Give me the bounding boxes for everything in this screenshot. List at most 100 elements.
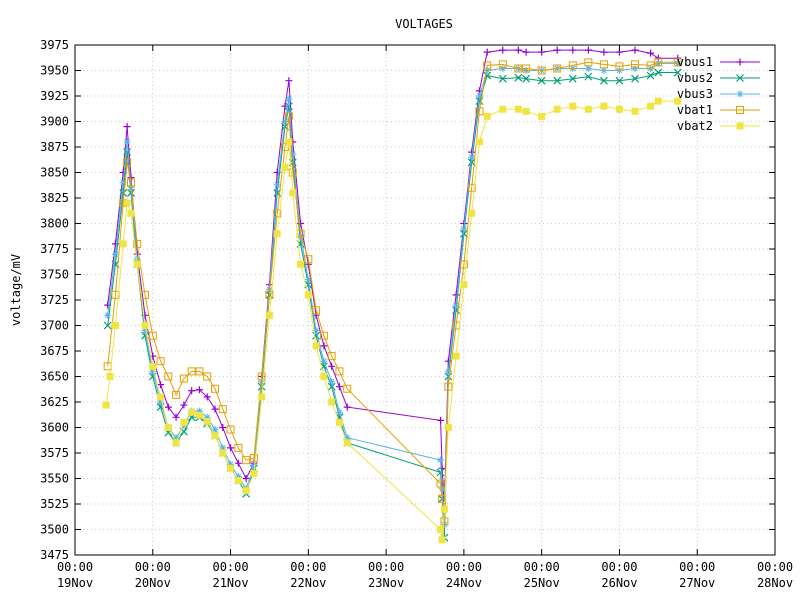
- series-layer: [102, 46, 682, 544]
- data-point-vbat2: [600, 102, 608, 110]
- data-point-vbus2: [436, 468, 445, 477]
- x-tick-time-label: 00:00: [212, 560, 248, 574]
- data-point-vbus1: [164, 403, 172, 411]
- data-point-vbat2: [234, 477, 242, 485]
- series-vbus1: [104, 46, 682, 513]
- y-tick-label: 3475: [40, 548, 69, 562]
- data-point-vbus2: [646, 71, 655, 80]
- data-point-vbus3: [273, 181, 281, 189]
- data-point-vbat1: [654, 58, 663, 67]
- data-point-vbus3: [615, 67, 623, 74]
- x-tick-date-label: 27Nov: [679, 576, 715, 590]
- data-point-vbus1: [320, 342, 328, 350]
- data-point-vbus3: [141, 327, 149, 335]
- data-point-vbat1: [265, 290, 274, 299]
- data-point-vbus2: [553, 76, 562, 85]
- data-point-vbat1: [467, 183, 476, 192]
- x-tick-date-label: 25Nov: [524, 576, 560, 590]
- data-point-vbat2: [242, 487, 250, 495]
- data-point-vbus3: [119, 179, 127, 187]
- data-point-vbat1: [599, 60, 608, 69]
- data-point-vbat2: [631, 107, 639, 115]
- data-point-vbat2: [180, 418, 188, 426]
- x-tick-time-label: 00:00: [57, 560, 93, 574]
- x-ticks: 00:00 19Nov 00:00 20Nov 00:00 21Nov 00:00 22Nov…: [57, 45, 793, 590]
- data-point-vbat2: [273, 230, 281, 238]
- data-point-vbus2: [522, 74, 531, 83]
- x-tick-date-label: 21Nov: [212, 576, 248, 590]
- data-point-vbus2: [654, 68, 663, 77]
- data-point-vbat1: [127, 178, 135, 187]
- data-point-vbat1: [284, 112, 293, 121]
- data-point-vbat2: [553, 105, 561, 113]
- y-tick-label: 3900: [40, 115, 69, 129]
- data-point-vbat1: [111, 290, 120, 299]
- data-point-vbat2: [615, 105, 623, 113]
- legend: vbus1 vbus2 vbus3 vbat1 vbat2: [677, 55, 760, 133]
- data-point-vbus2: [119, 188, 128, 197]
- data-point-vbat1: [148, 331, 157, 340]
- data-point-vbus2: [584, 72, 593, 81]
- data-point-vbat1: [179, 374, 188, 383]
- data-point-vbat1: [553, 64, 562, 73]
- y-tick-label: 3575: [40, 446, 69, 460]
- data-point-vbus3: [211, 426, 219, 434]
- data-point-vbus1: [600, 48, 608, 56]
- data-point-vbat2: [452, 352, 460, 360]
- data-point-vbus1: [203, 393, 211, 401]
- data-point-vbat2: [258, 393, 266, 401]
- series-vbat2: [102, 97, 682, 544]
- data-point-vbat2: [119, 240, 127, 248]
- data-point-vbat2: [569, 102, 577, 110]
- data-point-vbus3: [584, 64, 592, 72]
- x-tick-time-label: 00:00: [135, 560, 171, 574]
- data-point-vbat2: [460, 281, 468, 289]
- data-point-vbat1: [187, 367, 196, 376]
- legend-label-vbat1: vbat1: [677, 103, 713, 117]
- y-tick-label: 3550: [40, 472, 69, 486]
- y-tick-label: 3525: [40, 497, 69, 511]
- data-point-vbat1: [673, 58, 682, 67]
- y-tick-label: 3750: [40, 268, 69, 282]
- data-point-vbat2: [584, 105, 592, 113]
- legend-label-vbat2: vbat2: [677, 119, 713, 133]
- data-point-vbus1: [553, 46, 561, 54]
- x-tick-date-label: 26Nov: [601, 576, 637, 590]
- data-point-vbus3: [522, 67, 530, 74]
- data-point-vbat1: [522, 64, 531, 73]
- legend-marker-vbus2: [736, 74, 744, 82]
- y-tick-label: 3600: [40, 421, 69, 435]
- data-point-vbat2: [444, 424, 452, 431]
- x-tick-time-label: 00:00: [601, 560, 637, 574]
- data-point-vbat1: [436, 479, 445, 488]
- data-point-vbat2: [475, 138, 483, 146]
- data-point-vbat2: [157, 393, 165, 401]
- data-point-vbus2: [615, 76, 624, 85]
- y-tick-label: 3725: [40, 293, 69, 307]
- data-point-vbus2: [514, 73, 523, 82]
- data-point-vbat1: [475, 107, 484, 116]
- data-point-vbat2: [123, 199, 131, 207]
- data-point-vbus2: [103, 321, 112, 330]
- y-tick-label: 3675: [40, 344, 69, 358]
- data-point-vbat1: [631, 60, 639, 69]
- data-point-vbus1: [328, 362, 336, 370]
- data-point-vbat2: [195, 411, 203, 419]
- y-tick-label: 3975: [40, 38, 69, 52]
- data-point-vbus3: [335, 408, 343, 416]
- y-tick-label: 3875: [40, 140, 69, 154]
- data-point-vbat2: [149, 362, 157, 370]
- data-point-vbat1: [218, 405, 227, 414]
- series-line-vbus2: [107, 72, 678, 538]
- data-point-vbat1: [172, 390, 181, 399]
- data-point-vbat2: [654, 97, 662, 105]
- data-point-vbat2: [285, 138, 293, 146]
- data-point-vbus3: [172, 434, 180, 442]
- y-tick-label: 3700: [40, 319, 69, 333]
- data-point-vbus2: [568, 74, 577, 83]
- x-tick-time-label: 00:00: [446, 560, 482, 574]
- data-point-vbat2: [203, 417, 211, 425]
- data-point-vbat1: [584, 58, 593, 67]
- data-point-vbat1: [273, 209, 282, 218]
- data-point-vbus1: [242, 475, 250, 482]
